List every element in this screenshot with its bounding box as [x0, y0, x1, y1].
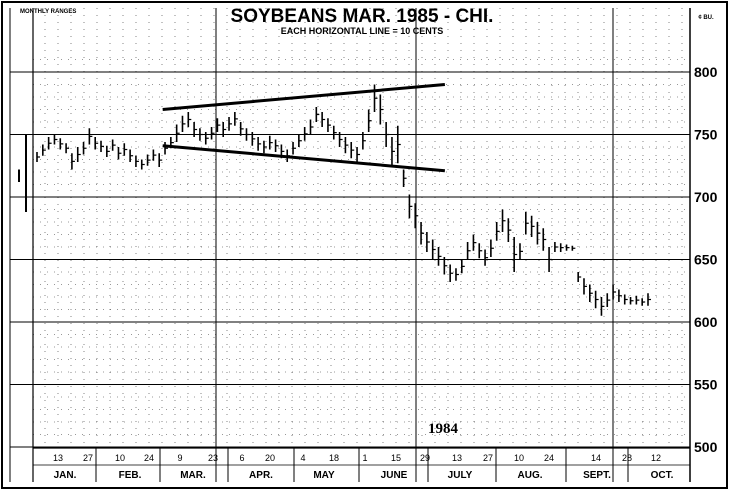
trendlines — [162, 83, 446, 173]
day-tick-label: 1 — [362, 453, 367, 463]
day-tick-label: 23 — [208, 453, 218, 463]
day-tick-label: 27 — [483, 453, 493, 463]
month-label: AUG. — [518, 470, 543, 481]
day-tick-label: 13 — [53, 453, 63, 463]
y-tick-label: 700 — [694, 189, 718, 205]
day-tick-label: 15 — [391, 453, 401, 463]
day-tick-label: 4 — [300, 453, 305, 463]
day-tick-label: 18 — [329, 453, 339, 463]
day-tick-label: 24 — [544, 453, 554, 463]
axis-ticks: 500 550 600 650 700 750 800 JAN. FEB. MAR. APR. MAY… — [53, 64, 718, 482]
monthly-ranges-label: MONTHLY RANGES — [20, 9, 76, 15]
y-tick-label: 650 — [694, 252, 718, 268]
y-tick-label: 500 — [694, 439, 718, 455]
y-tick-label: 550 — [694, 377, 718, 393]
day-tick-label: 29 — [420, 453, 430, 463]
day-tick-label: 14 — [591, 453, 601, 463]
chart-subtitle: EACH HORIZONTAL LINE = 10 CENTS — [281, 26, 443, 36]
day-tick-label: 12 — [651, 453, 661, 463]
daily-price-bars — [18, 84, 651, 316]
year-label: 1984 — [428, 421, 459, 437]
month-label: MAR. — [180, 470, 206, 481]
month-label: JULY — [448, 470, 473, 481]
trendline — [162, 144, 446, 173]
unit-label: ¢ BU. — [698, 15, 714, 21]
day-tick-label: 9 — [177, 453, 182, 463]
day-tick-label: 13 — [452, 453, 462, 463]
month-label: FEB. — [119, 470, 142, 481]
day-tick-label: 10 — [514, 453, 524, 463]
y-tick-label: 750 — [694, 127, 718, 143]
y-tick-label: 600 — [694, 314, 718, 330]
month-label: OCT. — [651, 470, 674, 481]
grid-lines — [10, 8, 690, 482]
month-label: JAN. — [54, 470, 77, 481]
month-label: MAY — [313, 470, 335, 481]
month-label: JUNE — [381, 470, 408, 481]
chart-title: SOYBEANS MAR. 1985 - CHI. — [231, 6, 494, 27]
day-tick-label: 20 — [265, 453, 275, 463]
month-label: APR. — [249, 470, 273, 481]
day-tick-label: 6 — [239, 453, 244, 463]
day-tick-label: 28 — [622, 453, 632, 463]
trendline — [162, 83, 446, 111]
day-tick-label: 10 — [115, 453, 125, 463]
month-label: SEPT. — [583, 470, 611, 481]
y-tick-label: 800 — [694, 64, 718, 80]
day-tick-label: 27 — [83, 453, 93, 463]
day-tick-label: 24 — [144, 453, 154, 463]
